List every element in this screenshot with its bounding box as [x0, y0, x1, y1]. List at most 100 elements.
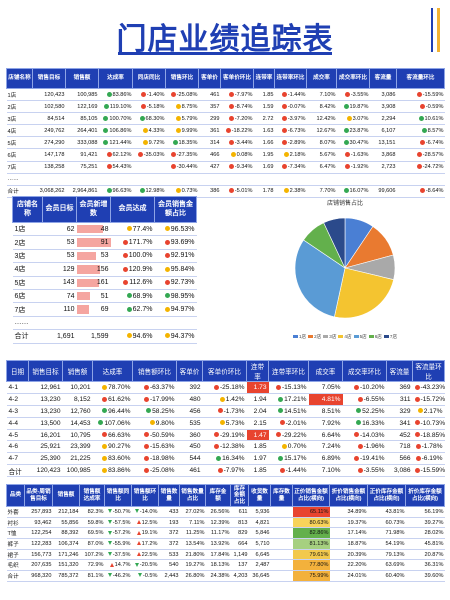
header: 门店业绩追踪表: [0, 0, 450, 62]
status-dot-icon: [164, 226, 170, 232]
cell-value: -18.85%: [420, 431, 445, 439]
table-cell: -50.59%: [132, 429, 177, 442]
table-cell: 7.24%: [308, 440, 343, 454]
table-cell: -15.59%: [396, 88, 445, 102]
status-dot-icon: [170, 91, 176, 97]
store-name: 4店: [12, 262, 43, 277]
cell-value: 1.42%: [225, 395, 245, 403]
table-row: 4-6 25,921 23,399 90.27% -15.63% 450 -12.38% 1.…: [6, 440, 445, 454]
status-dot-icon: [343, 103, 349, 109]
legend-item: 1店: [292, 334, 306, 340]
cell-value: 12.5%: [141, 519, 158, 526]
table-cell: 121.44%: [98, 136, 133, 150]
cell-value: -9.34%: [234, 164, 253, 171]
table-cell: [270, 549, 293, 561]
cell-value: 92.91%: [170, 252, 195, 260]
status-dot-icon: [216, 456, 222, 462]
table-cell: 36.31%: [405, 559, 445, 572]
table-cell: 78.70%: [92, 381, 133, 394]
cell-value: -15.63%: [149, 443, 175, 451]
cell-value: 94.6%: [132, 332, 153, 340]
store-name: 2店: [12, 235, 43, 250]
table-cell: 8.07%: [306, 136, 337, 150]
table-cell: [270, 538, 293, 550]
column-header: 销售额环比: [131, 484, 159, 507]
table-cell: 81.1%: [79, 570, 105, 582]
column-header: 销售额: [65, 68, 99, 89]
table-cell: 360: [176, 429, 203, 442]
cell-value: -10.73%: [420, 419, 445, 427]
cell-value: -8.64%: [425, 188, 444, 195]
table-cell: -12.38%: [202, 440, 247, 454]
cell-value: 14.51%: [284, 407, 307, 415]
table-cell: -1.40%: [132, 88, 166, 102]
table-cell: -19.41%: [342, 452, 387, 466]
cell-value: 0.08%: [236, 152, 253, 159]
status-dot-icon: [122, 239, 128, 245]
column-header: 会员达成: [110, 196, 155, 223]
table-cell: 59.8%: [79, 517, 105, 529]
status-dot-icon: [102, 396, 108, 402]
status-dot-icon: [102, 467, 108, 473]
table-cell: 461: [176, 464, 203, 478]
cell-value: 16.34%: [222, 455, 245, 463]
status-dot-icon: [279, 467, 285, 473]
table-cell: -7.97%: [202, 464, 247, 478]
table-cell: 6.47%: [306, 161, 337, 174]
table-row: 7店 138,258 75,251 54.43% -30.44% 427 -9.34% 1.6…: [6, 161, 445, 174]
table-cell: 1.94: [246, 393, 269, 406]
cell-value: 19.87%: [349, 103, 369, 110]
status-dot-icon: [417, 408, 423, 414]
legend-item: 6店: [368, 334, 382, 340]
table-cell: 7.05%: [308, 381, 343, 394]
table-cell: 93,462: [24, 517, 53, 529]
table-cell: 20.39%: [329, 549, 368, 561]
status-dot-icon: [228, 103, 234, 109]
data-bar: [76, 305, 89, 314]
cell-value: 92.73%: [170, 279, 195, 287]
title-underline: [118, 52, 332, 55]
chart-title: 店铺销售占比: [326, 201, 363, 207]
status-dot-icon: [103, 115, 109, 121]
table-cell: 22.20%: [329, 559, 368, 572]
table-cell: -6.55%: [342, 393, 387, 406]
cell-value: -27.35%: [176, 152, 198, 159]
status-dot-icon: [356, 408, 362, 414]
store-name: ……: [12, 316, 43, 331]
table-cell: 18.13%: [205, 559, 231, 572]
table-cell: 43.81%: [367, 506, 406, 518]
table-cell: 456: [176, 405, 203, 418]
cell-value: -2.89%: [287, 139, 306, 146]
table-cell: -3.55%: [336, 88, 370, 102]
status-dot-icon: [275, 384, 281, 390]
status-dot-icon: [143, 396, 149, 402]
status-dot-icon: [353, 384, 359, 390]
table-cell: 9.80%: [132, 417, 177, 430]
column-header: 客单价: [176, 360, 203, 382]
legend-swatch: [292, 335, 298, 339]
table-cell: 22.5%: [131, 549, 159, 561]
table-cell: 62.7%: [110, 302, 155, 317]
status-dot-icon: [281, 91, 287, 97]
table-cell: 53: [42, 249, 77, 264]
column-header: 销售额达成率: [79, 484, 105, 507]
table-cell: [220, 173, 254, 186]
table-cell: 3.07%: [336, 112, 370, 126]
cell-value: 94.37%: [170, 332, 195, 340]
table-cell: 9.72%: [132, 136, 166, 150]
column-header: 成交率环比: [336, 68, 370, 89]
legend-item: 5店: [353, 334, 367, 340]
table-cell: 264,401: [65, 124, 99, 138]
table-cell: 12,760: [62, 405, 93, 418]
table-cell: 392: [176, 381, 203, 394]
table-cell: 13,230: [28, 393, 63, 406]
cell-value: -1.63%: [350, 152, 369, 159]
status-dot-icon: [175, 188, 181, 194]
table-cell: [270, 559, 293, 572]
member-added-cell: 53: [76, 249, 111, 264]
status-dot-icon: [139, 188, 145, 194]
table-cell: 92.73%: [154, 276, 197, 290]
status-dot-icon: [126, 306, 132, 312]
table-cell: 52.25%: [342, 405, 387, 418]
status-dot-icon: [164, 239, 170, 245]
